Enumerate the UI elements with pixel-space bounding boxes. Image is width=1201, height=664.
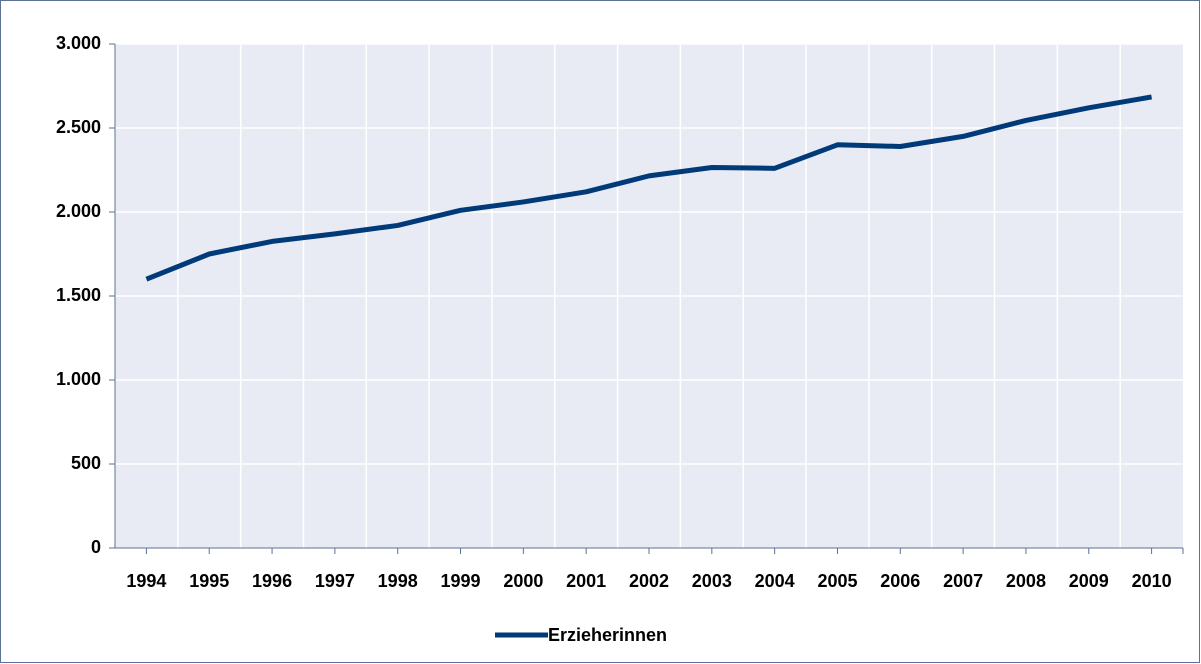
x-tick-label: 2002 <box>629 571 669 591</box>
x-tick-label: 1997 <box>315 571 355 591</box>
x-tick-label: 1999 <box>441 571 481 591</box>
x-tick-label: 2000 <box>503 571 543 591</box>
y-tick-label: 2.500 <box>56 117 101 137</box>
x-tick-label: 1994 <box>126 571 166 591</box>
y-tick-label: 1.500 <box>56 285 101 305</box>
x-tick-label: 2007 <box>943 571 983 591</box>
y-tick-label: 3.000 <box>56 33 101 53</box>
y-tick-label: 2.000 <box>56 201 101 221</box>
x-tick-label: 2004 <box>755 571 795 591</box>
y-tick-label: 0 <box>91 537 101 557</box>
series-line <box>145 94 1153 282</box>
x-tick-label: 2001 <box>566 571 606 591</box>
legend-label: Erzieherinnen <box>548 625 667 645</box>
x-tick-label: 2003 <box>692 571 732 591</box>
x-tick-label: 2009 <box>1069 571 1109 591</box>
y-tick-label: 500 <box>71 453 101 473</box>
x-tick-label: 2006 <box>880 571 920 591</box>
y-tick-label: 1.000 <box>56 369 101 389</box>
x-tick-label: 1995 <box>189 571 229 591</box>
x-tick-label: 1996 <box>252 571 292 591</box>
x-tick-label: 2005 <box>817 571 857 591</box>
x-tick-label: 2010 <box>1132 571 1172 591</box>
x-tick-label: 2008 <box>1006 571 1046 591</box>
x-tick-label: 1998 <box>378 571 418 591</box>
